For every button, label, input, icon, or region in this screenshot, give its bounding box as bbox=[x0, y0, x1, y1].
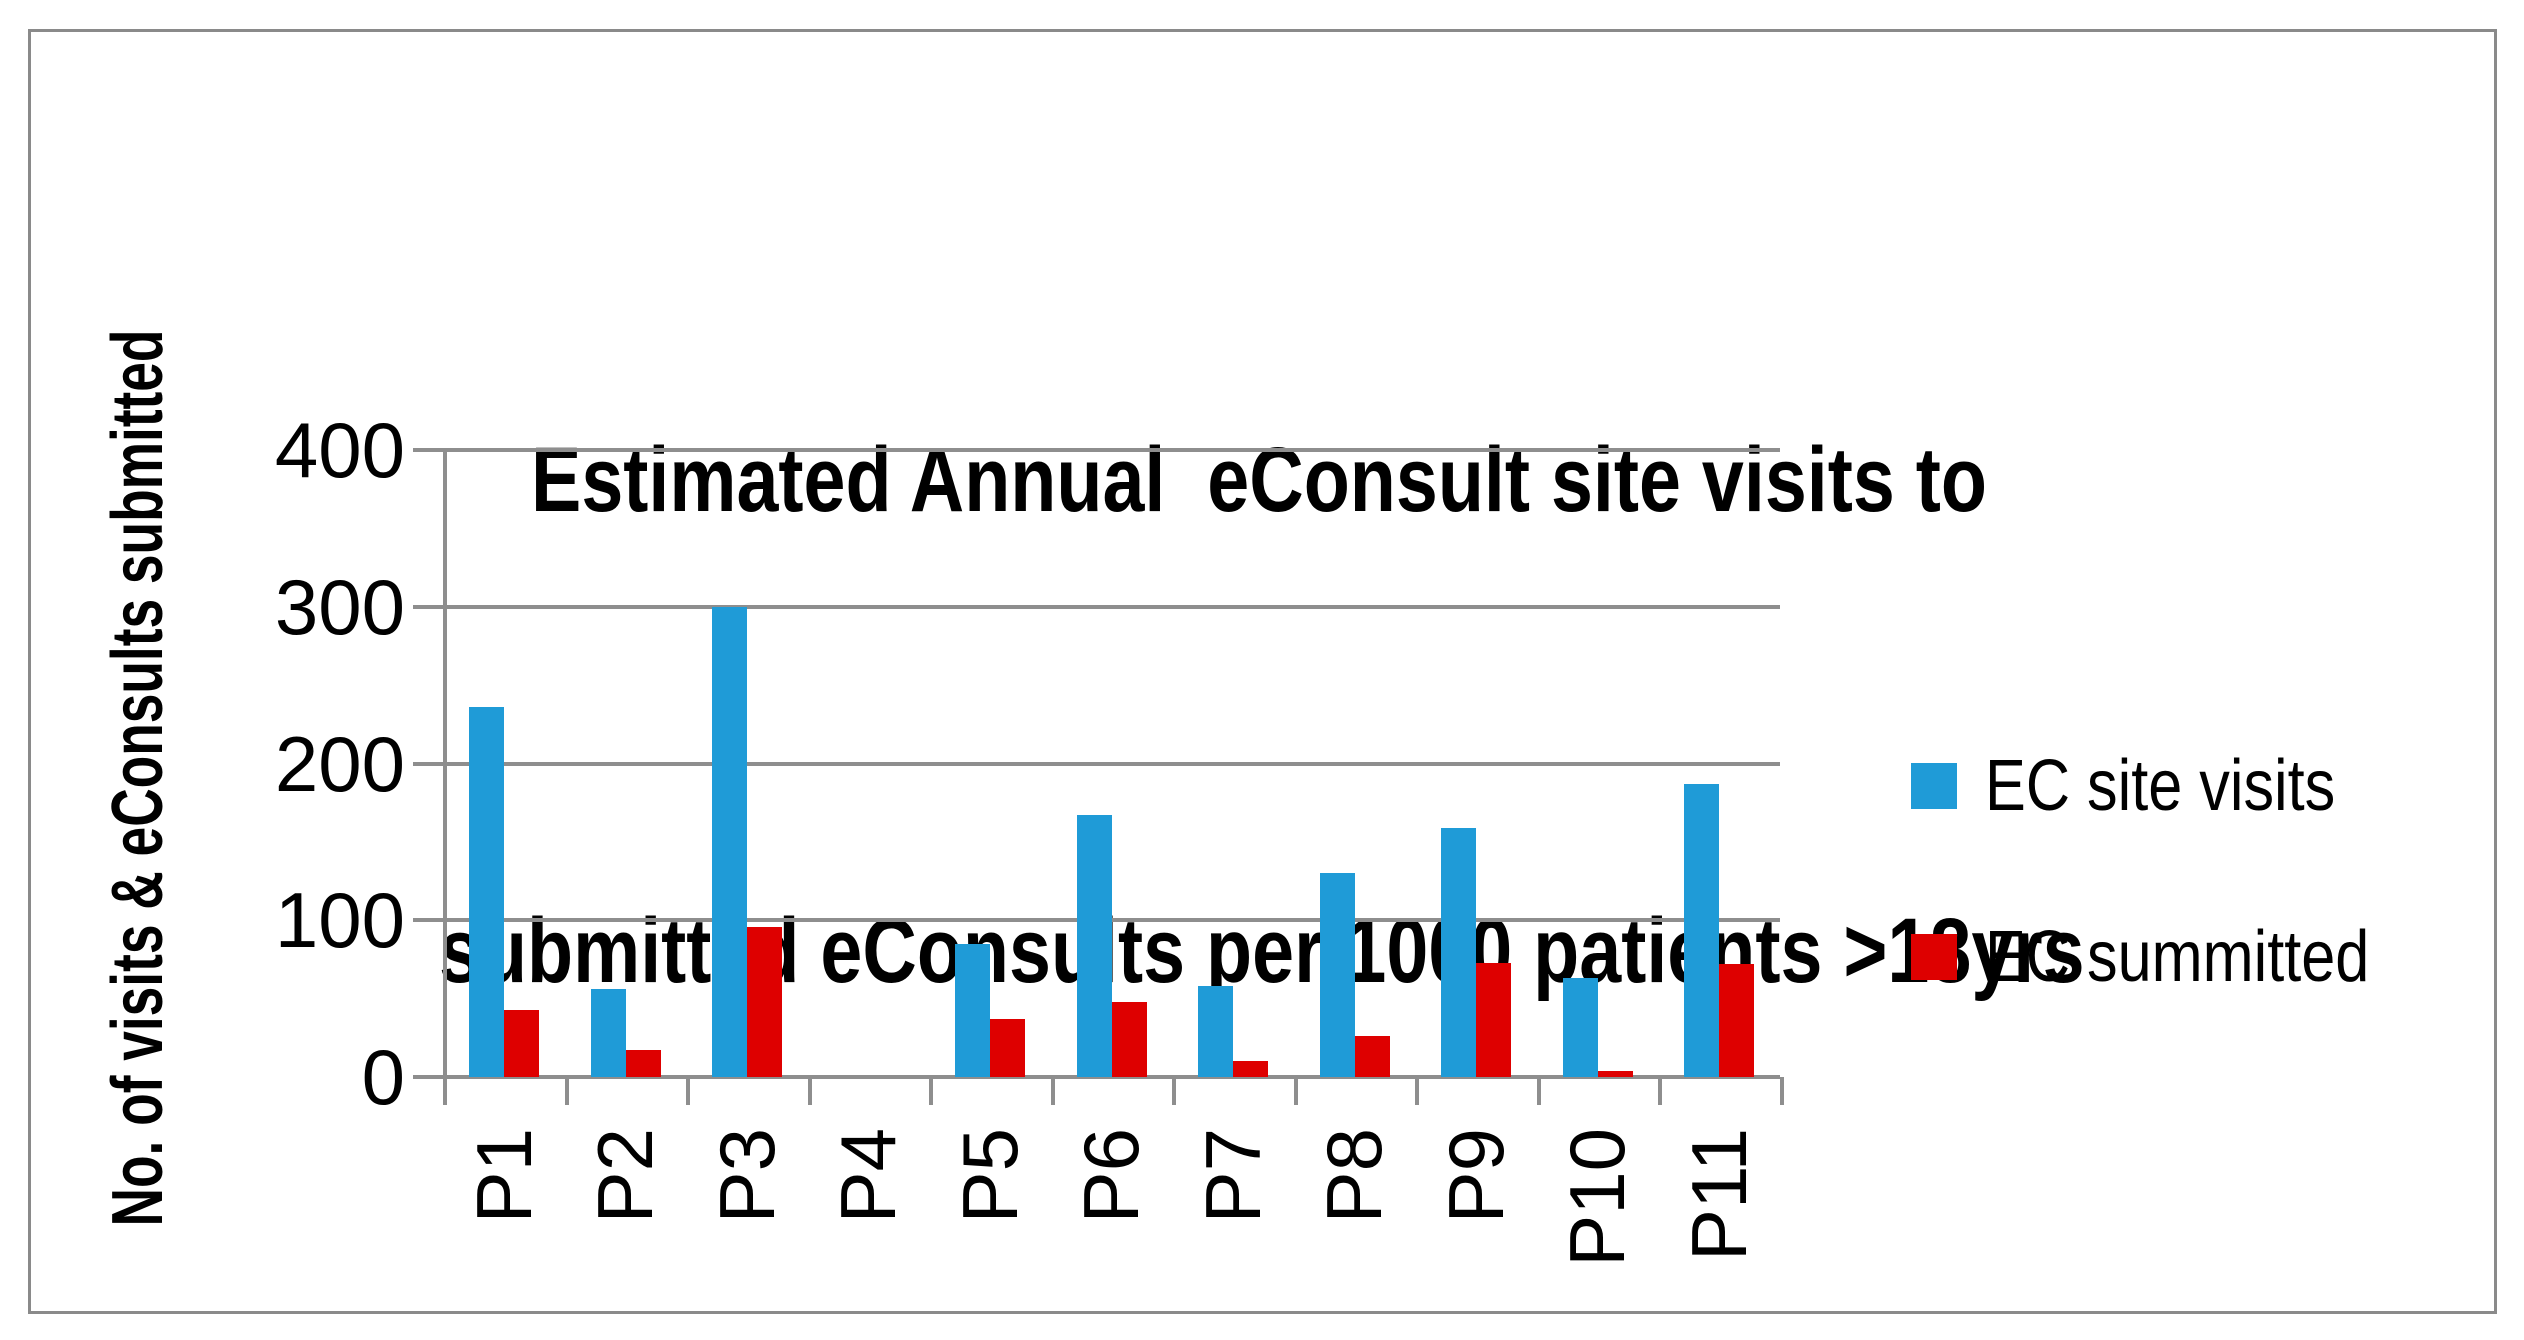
legend-swatch-ec-summitted bbox=[1911, 934, 1957, 980]
x-axis-tick-5 bbox=[1050, 1077, 1055, 1105]
bar-p7-ec-site-visits bbox=[1198, 986, 1233, 1077]
gridline-100 bbox=[443, 918, 1780, 923]
x-category-label-p1: P1 bbox=[459, 1128, 548, 1224]
bar-p11-ec-summitted bbox=[1719, 964, 1754, 1077]
bar-p6-ec-site-visits bbox=[1076, 815, 1112, 1077]
x-axis-tick-0 bbox=[443, 1077, 447, 1105]
bar-p11-ec-site-visits bbox=[1684, 783, 1719, 1077]
bar-p2-ec-summitted bbox=[625, 1050, 661, 1077]
y-tick-label-200: 200 bbox=[274, 719, 405, 808]
x-category-label-p6: P6 bbox=[1067, 1128, 1156, 1224]
chart-title: Estimated Annual eConsult site visits to… bbox=[439, 88, 2085, 1187]
y-axis-tick-400 bbox=[413, 448, 443, 452]
legend-item-ec-site-visits: EC site visits bbox=[1911, 740, 2397, 832]
y-tick-label-100: 100 bbox=[274, 876, 405, 965]
legend-item-ec-summitted: EC summitted bbox=[1911, 911, 2437, 1003]
y-axis-tick-100 bbox=[413, 918, 443, 923]
gridline-200 bbox=[443, 761, 1780, 766]
x-category-label-p4: P4 bbox=[824, 1128, 913, 1224]
y-tick-label-0: 0 bbox=[361, 1033, 405, 1121]
x-axis-tick-11 bbox=[1779, 1077, 1784, 1105]
bar-p6-ec-summitted bbox=[1111, 1001, 1147, 1077]
x-axis-tick-10 bbox=[1658, 1077, 1662, 1105]
bar-p3-ec-summitted bbox=[747, 926, 782, 1077]
x-category-label-p7: P7 bbox=[1188, 1128, 1277, 1224]
bar-p7-ec-summitted bbox=[1233, 1061, 1268, 1077]
x-axis-tick-2 bbox=[686, 1077, 690, 1105]
gridline-400 bbox=[443, 448, 1780, 452]
x-category-label-p9: P9 bbox=[1431, 1128, 1520, 1224]
x-axis-tick-9 bbox=[1536, 1077, 1541, 1105]
bar-p10-ec-site-visits bbox=[1562, 978, 1598, 1077]
x-axis-tick-7 bbox=[1293, 1077, 1298, 1105]
x-category-label-p2: P2 bbox=[581, 1128, 670, 1224]
x-axis-tick-8 bbox=[1415, 1077, 1419, 1105]
y-axis-tick-200 bbox=[413, 761, 443, 766]
legend-swatch-ec-site-visits bbox=[1911, 763, 1957, 809]
bar-p1-ec-summitted bbox=[504, 1009, 539, 1077]
bar-p3-ec-site-visits bbox=[712, 606, 747, 1077]
y-axis-line bbox=[443, 450, 447, 1105]
legend-label-ec-summitted: EC summitted bbox=[1985, 917, 2370, 997]
chart-outer-frame bbox=[28, 29, 2497, 1314]
y-axis-tick-300 bbox=[413, 604, 443, 609]
x-axis-tick-6 bbox=[1172, 1077, 1176, 1105]
bar-p9-ec-site-visits bbox=[1441, 827, 1476, 1077]
chart-title-line-2: submitted eConsults per 1000 patients >1… bbox=[439, 900, 2085, 1002]
x-category-label-p8: P8 bbox=[1310, 1128, 1399, 1224]
legend-label-ec-site-visits: EC site visits bbox=[1985, 746, 2336, 826]
bar-p1-ec-site-visits bbox=[469, 707, 504, 1077]
bar-p9-ec-summitted bbox=[1476, 962, 1511, 1077]
x-axis-tick-3 bbox=[807, 1077, 812, 1105]
chart-title-line-1: Estimated Annual eConsult site visits to bbox=[531, 429, 1987, 531]
x-axis-tick-4 bbox=[929, 1077, 933, 1105]
y-tick-label-400: 400 bbox=[274, 406, 405, 494]
x-category-label-p5: P5 bbox=[945, 1128, 1034, 1224]
bar-p8-ec-summitted bbox=[1354, 1036, 1390, 1077]
x-category-label-p11: P11 bbox=[1674, 1128, 1763, 1261]
y-tick-label-300: 300 bbox=[274, 562, 405, 651]
gridline-300 bbox=[443, 604, 1780, 609]
x-axis-tick-1 bbox=[564, 1077, 569, 1105]
bar-p10-ec-summitted bbox=[1597, 1070, 1633, 1077]
x-axis-line bbox=[413, 1075, 1780, 1079]
bar-p5-ec-site-visits bbox=[955, 943, 990, 1077]
x-category-label-p3: P3 bbox=[702, 1128, 791, 1224]
bar-p2-ec-site-visits bbox=[590, 989, 626, 1077]
bar-p8-ec-site-visits bbox=[1319, 873, 1355, 1077]
x-category-label-p10: P10 bbox=[1553, 1128, 1642, 1267]
bar-p5-ec-summitted bbox=[990, 1019, 1025, 1077]
